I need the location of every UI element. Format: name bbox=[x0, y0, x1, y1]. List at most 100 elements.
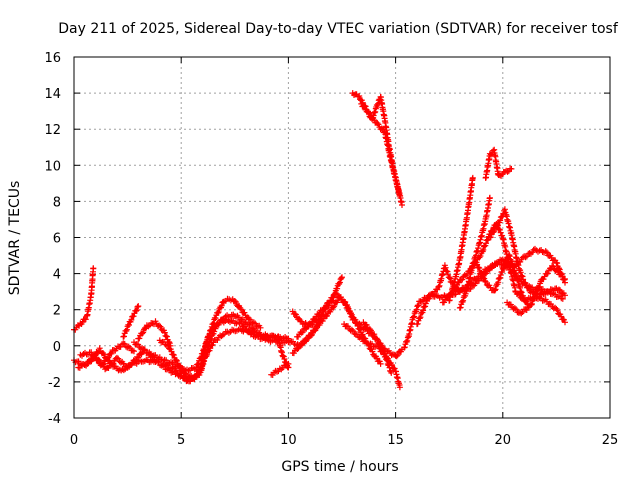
data-point bbox=[177, 363, 184, 370]
x-axis-label: GPS time / hours bbox=[281, 459, 398, 475]
data-point bbox=[460, 297, 467, 304]
data-point bbox=[123, 326, 130, 333]
data-track bbox=[268, 360, 292, 378]
data-point bbox=[543, 249, 550, 256]
chart-title: Day 211 of 2025, Sidereal Day-to-day VTE… bbox=[58, 21, 619, 37]
y-axis-label: SDTVAR / TECUs bbox=[7, 181, 23, 296]
data-point bbox=[123, 328, 130, 334]
data-point bbox=[393, 353, 400, 360]
data-point bbox=[317, 313, 324, 320]
data-point bbox=[504, 168, 511, 175]
data-point bbox=[562, 292, 568, 299]
data-point bbox=[133, 308, 139, 314]
data-point bbox=[314, 322, 321, 329]
data-point bbox=[345, 323, 351, 330]
data-point bbox=[331, 303, 338, 310]
data-track bbox=[474, 252, 532, 310]
data-point bbox=[531, 294, 538, 301]
data-point bbox=[332, 290, 339, 297]
data-point bbox=[196, 369, 203, 376]
data-point bbox=[482, 278, 489, 285]
data-point bbox=[480, 246, 487, 253]
data-point bbox=[199, 363, 206, 370]
data-point bbox=[214, 310, 221, 316]
data-point bbox=[542, 248, 549, 255]
data-point bbox=[555, 286, 562, 293]
data-point bbox=[339, 274, 345, 281]
data-point bbox=[497, 272, 504, 278]
data-point bbox=[356, 93, 363, 99]
data-point bbox=[446, 274, 453, 281]
data-point bbox=[554, 260, 561, 267]
data-point bbox=[99, 361, 106, 368]
data-point bbox=[513, 306, 520, 313]
data-track bbox=[135, 318, 174, 349]
data-point bbox=[508, 165, 515, 172]
data-point bbox=[399, 202, 405, 208]
data-point bbox=[491, 228, 498, 235]
data-point bbox=[511, 305, 518, 312]
x-tick-label: 0 bbox=[70, 433, 78, 448]
data-point bbox=[529, 301, 535, 307]
data-point bbox=[108, 350, 115, 357]
data-point bbox=[499, 232, 506, 239]
data-point bbox=[497, 229, 504, 236]
data-point bbox=[120, 367, 127, 374]
data-point bbox=[345, 305, 352, 312]
data-point bbox=[201, 357, 208, 364]
data-point bbox=[518, 272, 525, 279]
data-point bbox=[325, 302, 332, 309]
data-point bbox=[375, 121, 382, 128]
data-point bbox=[365, 109, 372, 116]
data-point bbox=[414, 320, 421, 327]
data-point bbox=[338, 275, 345, 282]
data-point bbox=[214, 337, 221, 343]
data-point bbox=[441, 299, 447, 306]
data-track bbox=[289, 308, 324, 330]
data-track bbox=[161, 325, 279, 385]
data-point bbox=[342, 299, 348, 306]
data-track bbox=[294, 274, 345, 340]
data-point bbox=[117, 359, 124, 366]
data-point bbox=[101, 360, 107, 367]
data-point bbox=[396, 193, 403, 199]
data-point bbox=[363, 322, 370, 328]
data-point bbox=[152, 318, 159, 325]
data-point bbox=[113, 354, 120, 361]
data-point bbox=[525, 285, 532, 291]
data-point bbox=[371, 331, 378, 338]
data-point bbox=[413, 306, 420, 313]
x-tick-label: 20 bbox=[495, 433, 512, 448]
data-point bbox=[348, 326, 355, 333]
data-point bbox=[479, 271, 486, 278]
data-point bbox=[554, 307, 561, 314]
data-track bbox=[71, 265, 97, 333]
data-point bbox=[312, 327, 319, 334]
data-point bbox=[292, 311, 299, 318]
data-point bbox=[367, 327, 374, 334]
data-point bbox=[218, 302, 225, 309]
data-point bbox=[533, 290, 540, 297]
data-point bbox=[388, 369, 395, 376]
data-point bbox=[351, 316, 358, 323]
data-point bbox=[512, 270, 519, 277]
data-point bbox=[536, 283, 543, 290]
data-point bbox=[477, 253, 484, 259]
x-tick-label: 15 bbox=[387, 433, 404, 448]
data-point bbox=[121, 340, 128, 347]
data-point bbox=[562, 276, 568, 282]
data-point bbox=[133, 307, 140, 314]
data-track bbox=[456, 194, 493, 311]
data-point bbox=[101, 351, 107, 358]
data-point bbox=[550, 263, 557, 270]
data-point bbox=[90, 265, 97, 272]
data-track bbox=[446, 174, 476, 304]
data-point bbox=[88, 349, 95, 356]
data-point bbox=[139, 330, 146, 337]
data-point bbox=[215, 309, 222, 315]
x-tick-label: 5 bbox=[177, 433, 185, 448]
data-point bbox=[369, 348, 376, 355]
y-tick-label: 8 bbox=[53, 195, 61, 210]
data-point bbox=[216, 319, 223, 326]
